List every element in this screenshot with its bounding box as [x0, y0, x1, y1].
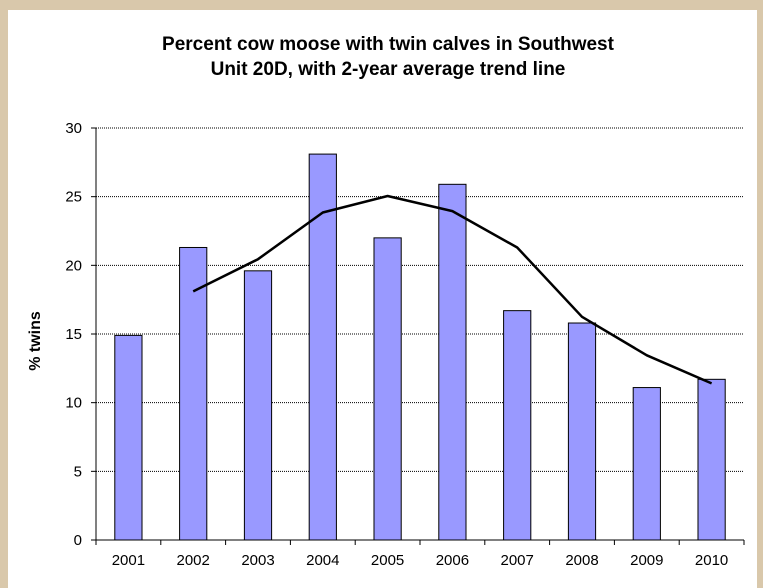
y-tick-label: 25: [65, 189, 82, 206]
x-tick-label: 2004: [306, 552, 339, 569]
bar-2006: [438, 183, 467, 541]
bar-2001: [114, 334, 143, 541]
bar-2003: [243, 270, 273, 541]
bar-2008: [567, 322, 597, 541]
y-tick-label: 20: [65, 257, 82, 274]
x-tick-label: 2010: [695, 552, 728, 569]
y-tick-label: 10: [65, 395, 82, 412]
x-tick-label: 2003: [241, 552, 274, 569]
x-tick-label: 2002: [177, 552, 210, 569]
y-tick-labels: 0 5 10 15 20 25 30: [65, 120, 82, 549]
x-tick-label: 2005: [371, 552, 404, 569]
y-tick-label: 0: [74, 532, 82, 549]
bar-2010: [697, 378, 726, 541]
bar-2009: [632, 387, 661, 541]
x-tick-label: 2009: [630, 552, 663, 569]
bar-2002: [179, 246, 208, 541]
chart: Percent cow moose with twin calves in So…: [27, 34, 745, 569]
y-tick-label: 5: [74, 463, 82, 480]
bar-2004: [308, 153, 337, 541]
chart-title-line-2: Unit 20D, with 2-year average trend line: [211, 59, 566, 80]
chart-frame: Percent cow moose with twin calves in So…: [8, 10, 757, 588]
bar-2007: [503, 310, 532, 541]
bar-2005: [373, 237, 402, 541]
x-tick-label: 2001: [112, 552, 145, 569]
trend-line: [192, 194, 713, 385]
x-tick-labels: 2001 2002 2003 2004 2005 2006 2007 2008 2009 2010: [112, 552, 729, 569]
axes: [91, 127, 745, 545]
y-axis-label: % twins: [27, 311, 44, 371]
y-tick-label: 30: [65, 120, 82, 137]
x-tick-label: 2006: [436, 552, 469, 569]
x-tick-label: 2008: [565, 552, 598, 569]
y-tick-label: 15: [65, 326, 82, 343]
trend-line-path: [192, 194, 713, 385]
x-tick-label: 2007: [501, 552, 534, 569]
chart-title-line-1: Percent cow moose with twin calves in So…: [162, 34, 615, 55]
bars: [114, 153, 726, 541]
